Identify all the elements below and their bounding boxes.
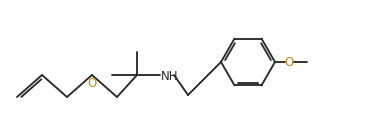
Text: O: O <box>87 76 97 89</box>
Text: O: O <box>285 56 294 69</box>
Text: NH: NH <box>161 69 179 82</box>
